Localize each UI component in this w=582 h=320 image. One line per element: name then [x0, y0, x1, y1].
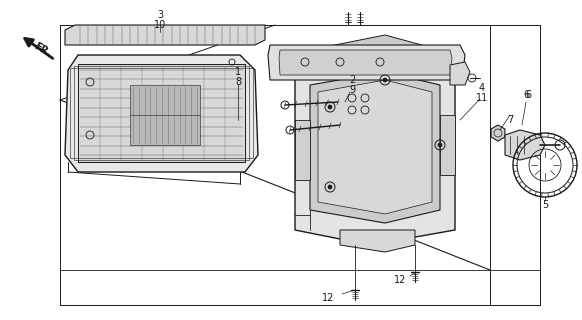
- Circle shape: [383, 78, 387, 82]
- Polygon shape: [340, 230, 415, 252]
- Polygon shape: [78, 64, 245, 162]
- Text: 2
9: 2 9: [349, 75, 355, 95]
- Text: 1
8: 1 8: [235, 67, 241, 87]
- Polygon shape: [295, 50, 455, 245]
- Polygon shape: [491, 125, 505, 141]
- Text: 4
11: 4 11: [476, 83, 488, 103]
- Text: FR.: FR.: [31, 41, 52, 59]
- Polygon shape: [318, 80, 432, 214]
- Polygon shape: [279, 50, 452, 75]
- Polygon shape: [450, 62, 470, 85]
- Text: 12: 12: [322, 293, 334, 303]
- Circle shape: [328, 185, 332, 189]
- Polygon shape: [65, 25, 265, 45]
- Polygon shape: [310, 35, 440, 65]
- Text: 7: 7: [507, 115, 513, 125]
- Polygon shape: [505, 130, 545, 160]
- Text: 5: 5: [542, 200, 548, 210]
- Polygon shape: [310, 72, 440, 223]
- Text: 6: 6: [523, 90, 529, 100]
- Text: 3
10: 3 10: [154, 10, 166, 30]
- Circle shape: [328, 105, 332, 109]
- Polygon shape: [268, 45, 465, 80]
- Polygon shape: [130, 85, 200, 145]
- Circle shape: [438, 143, 442, 147]
- Polygon shape: [440, 115, 455, 175]
- Polygon shape: [295, 120, 310, 180]
- Text: 6: 6: [525, 90, 531, 100]
- Polygon shape: [65, 55, 258, 172]
- Text: 12: 12: [394, 275, 406, 285]
